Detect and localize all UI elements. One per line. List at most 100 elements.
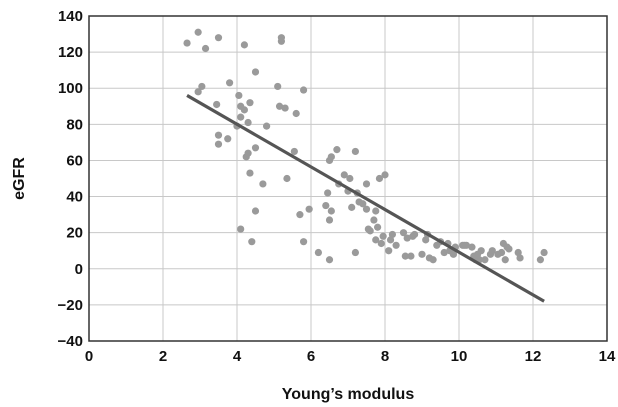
data-point	[488, 247, 496, 255]
data-point	[251, 68, 260, 76]
data-point	[440, 248, 448, 257]
x-axis-title: Young’s modulus	[282, 386, 415, 403]
data-point	[403, 234, 411, 242]
data-point	[411, 230, 419, 239]
data-point	[351, 147, 359, 156]
data-point	[429, 256, 437, 264]
data-point	[327, 207, 335, 215]
data-point	[290, 147, 298, 156]
data-point	[244, 149, 252, 157]
data-point	[327, 153, 335, 161]
data-point	[214, 140, 223, 148]
data-point	[251, 207, 260, 215]
data-point	[386, 236, 395, 244]
data-point	[300, 238, 308, 246]
data-point	[468, 243, 476, 251]
data-point	[213, 100, 221, 109]
x-tick-label: 0	[85, 348, 93, 365]
data-point	[385, 247, 393, 255]
data-point	[183, 39, 191, 47]
data-point	[346, 174, 354, 183]
x-tick-label: 6	[307, 348, 315, 365]
data-point	[300, 86, 308, 94]
data-point	[536, 256, 545, 264]
data-point	[314, 248, 322, 257]
x-tick-label: 12	[525, 348, 542, 365]
data-point	[366, 227, 374, 235]
data-point	[198, 82, 206, 91]
x-tick-label: 10	[451, 348, 468, 365]
y-tick-label: 0	[75, 261, 83, 278]
data-point	[259, 180, 267, 188]
data-point	[240, 106, 248, 114]
y-tick-label: 20	[66, 225, 83, 242]
data-point	[283, 174, 291, 183]
data-point	[201, 44, 210, 53]
data-point	[392, 241, 400, 249]
data-point	[377, 239, 385, 248]
data-point	[351, 248, 359, 257]
data-point	[194, 88, 202, 96]
data-point	[325, 256, 334, 264]
data-point	[292, 109, 300, 118]
data-point	[501, 256, 509, 264]
y-tick-label: 100	[58, 80, 83, 97]
data-point	[477, 247, 485, 255]
y-tick-label: 40	[66, 189, 83, 206]
y-tick-label: 80	[66, 116, 83, 133]
data-point	[372, 207, 380, 215]
data-point	[481, 256, 489, 264]
data-point	[263, 122, 271, 130]
data-point	[325, 216, 334, 224]
data-point	[370, 216, 378, 224]
trendline	[186, 94, 545, 303]
data-point	[374, 223, 382, 231]
data-point	[194, 28, 202, 36]
data-point	[516, 254, 524, 262]
data-point	[505, 245, 513, 253]
data-points	[183, 28, 548, 264]
data-point	[362, 205, 371, 213]
data-point	[275, 102, 284, 110]
data-point	[418, 250, 426, 258]
trendline-layer	[186, 94, 545, 303]
y-tick-label: 120	[58, 44, 83, 61]
data-point	[540, 248, 548, 257]
data-point	[240, 41, 248, 49]
data-point	[407, 252, 415, 260]
data-point	[244, 118, 252, 127]
data-point	[375, 174, 384, 183]
y-tick-label: −40	[58, 333, 83, 350]
y-axis-ticks: −40 −20 0 20 40 60 80 100 120 140	[58, 8, 83, 350]
data-point	[274, 82, 282, 91]
data-point	[246, 169, 254, 177]
data-point	[401, 252, 409, 260]
data-point	[235, 91, 243, 100]
data-point	[224, 135, 232, 143]
data-point	[362, 180, 371, 188]
data-point	[449, 250, 458, 258]
data-point	[226, 79, 234, 87]
data-point	[214, 34, 223, 42]
data-point	[462, 241, 470, 249]
x-tick-label: 8	[381, 348, 389, 365]
data-point	[277, 37, 285, 45]
data-point	[340, 171, 348, 179]
data-point	[497, 248, 506, 257]
data-point	[248, 238, 256, 246]
x-tick-label: 4	[233, 348, 242, 365]
x-tick-label: 2	[159, 348, 167, 365]
plot-area-frame	[88, 15, 608, 342]
data-point	[237, 225, 245, 233]
x-tick-label: 14	[599, 348, 616, 365]
data-point	[322, 201, 330, 210]
data-point	[379, 232, 387, 240]
data-point	[333, 146, 341, 154]
data-point	[214, 131, 223, 139]
y-tick-label: −20	[58, 297, 83, 314]
data-point	[348, 203, 356, 211]
data-point	[324, 189, 332, 197]
data-point	[305, 205, 313, 213]
